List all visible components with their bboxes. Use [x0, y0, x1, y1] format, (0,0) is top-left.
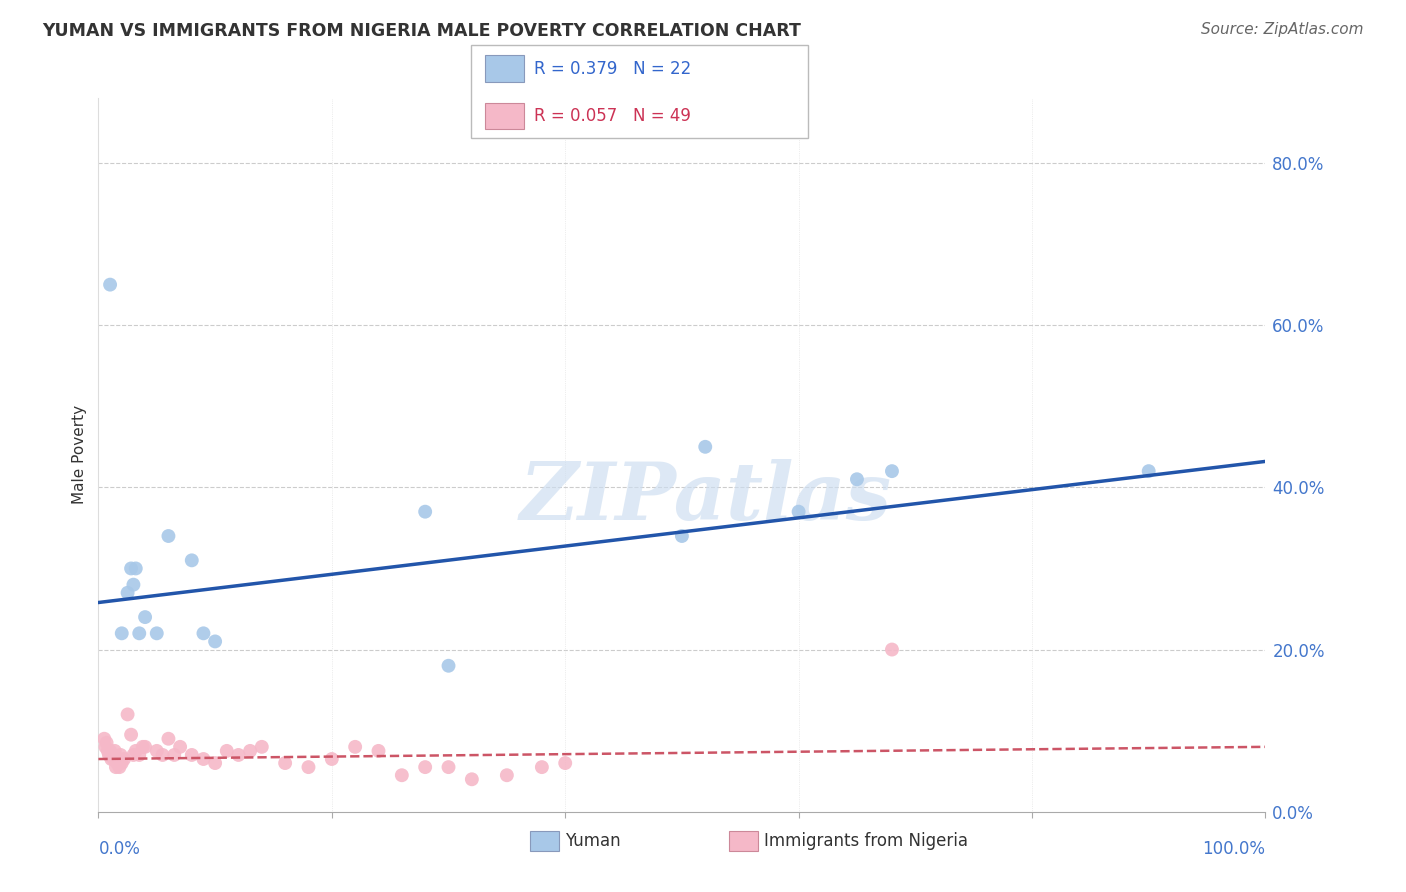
- Text: ZIPatlas: ZIPatlas: [519, 459, 891, 536]
- Text: Source: ZipAtlas.com: Source: ZipAtlas.com: [1201, 22, 1364, 37]
- Point: [437, 658, 460, 673]
- Point: [146, 626, 169, 640]
- Point: [112, 752, 135, 766]
- Point: [193, 752, 215, 766]
- Text: Immigrants from Nigeria: Immigrants from Nigeria: [763, 832, 967, 850]
- Point: [157, 731, 180, 746]
- Point: [101, 747, 124, 762]
- Point: [128, 626, 150, 640]
- Point: [111, 626, 134, 640]
- Point: [110, 747, 132, 762]
- Point: [413, 760, 436, 774]
- Point: [344, 739, 367, 754]
- Point: [104, 760, 127, 774]
- Point: [107, 752, 129, 766]
- Point: [554, 756, 576, 770]
- Point: [103, 752, 125, 766]
- Point: [120, 561, 142, 575]
- Y-axis label: Male Poverty: Male Poverty: [72, 405, 87, 505]
- Point: [530, 760, 553, 774]
- Point: [152, 747, 174, 762]
- Point: [146, 744, 169, 758]
- Point: [94, 739, 117, 754]
- Point: [111, 756, 134, 770]
- Point: [134, 739, 156, 754]
- Text: 100.0%: 100.0%: [1202, 840, 1265, 858]
- Point: [671, 529, 693, 543]
- Point: [122, 577, 145, 591]
- Point: [163, 747, 186, 762]
- Point: [105, 756, 128, 770]
- Point: [125, 561, 148, 575]
- Text: YUMAN VS IMMIGRANTS FROM NIGERIA MALE POVERTY CORRELATION CHART: YUMAN VS IMMIGRANTS FROM NIGERIA MALE PO…: [42, 22, 801, 40]
- Text: Yuman: Yuman: [565, 832, 621, 850]
- Point: [204, 756, 226, 770]
- Point: [117, 707, 139, 722]
- Point: [98, 277, 121, 292]
- Point: [193, 626, 215, 640]
- Point: [437, 760, 460, 774]
- Point: [391, 768, 413, 782]
- Point: [297, 760, 319, 774]
- Point: [1137, 464, 1160, 478]
- Text: R = 0.379   N = 22: R = 0.379 N = 22: [534, 60, 692, 78]
- Point: [228, 747, 250, 762]
- Point: [98, 744, 121, 758]
- Point: [104, 744, 127, 758]
- Point: [97, 744, 120, 758]
- Point: [93, 731, 115, 746]
- Point: [125, 744, 148, 758]
- Point: [100, 752, 122, 766]
- Point: [157, 529, 180, 543]
- Point: [695, 440, 717, 454]
- Point: [321, 752, 343, 766]
- Point: [880, 464, 903, 478]
- Point: [120, 728, 142, 742]
- Text: R = 0.057   N = 49: R = 0.057 N = 49: [534, 107, 692, 125]
- Point: [108, 760, 131, 774]
- Point: [128, 747, 150, 762]
- Point: [787, 505, 810, 519]
- Point: [880, 642, 903, 657]
- Bar: [530, 831, 560, 851]
- Point: [461, 772, 484, 787]
- Point: [122, 747, 145, 762]
- Point: [134, 610, 156, 624]
- Point: [180, 553, 202, 567]
- Point: [204, 634, 226, 648]
- Text: 0.0%: 0.0%: [98, 840, 141, 858]
- Point: [413, 505, 436, 519]
- Point: [96, 736, 118, 750]
- Point: [495, 768, 517, 782]
- Point: [846, 472, 869, 486]
- Point: [180, 747, 202, 762]
- Point: [250, 739, 273, 754]
- Point: [169, 739, 191, 754]
- Point: [239, 744, 262, 758]
- Point: [132, 739, 155, 754]
- Point: [274, 756, 297, 770]
- Point: [117, 586, 139, 600]
- Bar: [728, 831, 758, 851]
- Point: [215, 744, 238, 758]
- Point: [367, 744, 389, 758]
- Point: [97, 747, 120, 762]
